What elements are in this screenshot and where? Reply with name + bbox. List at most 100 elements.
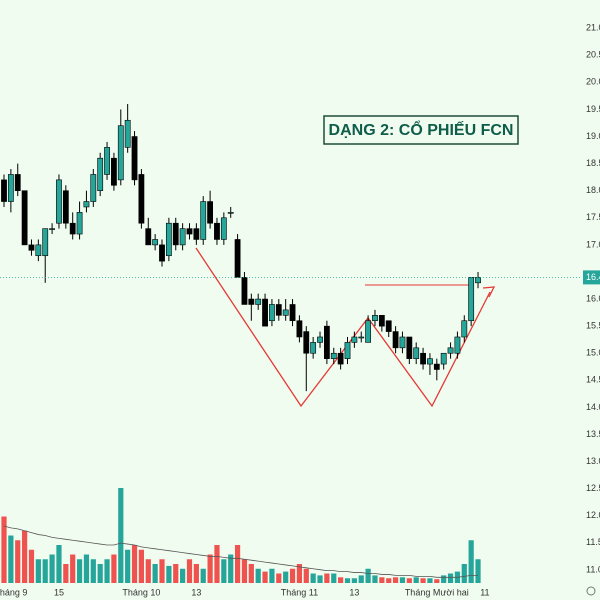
candle-body: [365, 320, 372, 343]
volume-bar: [461, 564, 467, 583]
volume-bar: [180, 568, 186, 583]
volume-bar: [344, 578, 351, 583]
candle-body: [49, 228, 55, 230]
candle-body: [475, 277, 481, 284]
volume-bar: [276, 573, 282, 583]
candle-body: [1, 179, 7, 202]
candle-body: [152, 239, 159, 246]
candle-body: [28, 244, 35, 251]
candle-body: [399, 336, 406, 349]
volume-bar: [420, 578, 426, 583]
volume-bar: [317, 575, 323, 583]
volume-bar: [186, 559, 193, 583]
candle-body: [282, 309, 289, 316]
candle-body: [7, 174, 14, 202]
volume-bar: [365, 568, 371, 583]
candle-body: [392, 331, 399, 349]
volume-bar: [111, 554, 117, 583]
volume-bar: [338, 577, 344, 583]
y-tick-label: 14.0: [586, 402, 600, 412]
candle-body: [90, 174, 97, 202]
volume-bar: [97, 564, 103, 583]
volume-bar: [228, 554, 234, 583]
volume-bar: [283, 571, 289, 583]
x-tick-label: 13: [191, 587, 201, 597]
candle-body: [427, 358, 433, 365]
x-tick-label: Tháng 10: [122, 587, 160, 597]
candle-body: [330, 352, 337, 359]
y-tick-label: 20.0: [586, 77, 600, 87]
x-tick-label: Tháng 9: [0, 587, 27, 597]
volume-bar: [173, 564, 179, 583]
volume-bar: [90, 559, 96, 583]
volume-bar: [214, 545, 220, 583]
volume-bar: [262, 571, 268, 583]
volume-bar: [331, 573, 337, 583]
candle-body: [117, 125, 124, 181]
candle-body: [406, 336, 413, 359]
candle-body: [255, 298, 262, 305]
volume-bar: [56, 545, 62, 583]
candle-body: [262, 298, 268, 327]
candle-body: [97, 157, 104, 192]
x-tick-label: 15: [54, 587, 64, 597]
candle-body: [310, 342, 317, 354]
volume-bar: [392, 577, 399, 583]
volume-bar: [379, 577, 385, 583]
y-tick-label: 17.5: [586, 212, 600, 222]
volume-bar: [289, 568, 296, 583]
volume-bar: [1, 516, 7, 583]
candle-body: [227, 212, 234, 214]
y-tick-label: 17.0: [586, 239, 600, 249]
candle-body: [42, 228, 49, 257]
volume-bar: [131, 545, 138, 583]
volume-bar: [372, 575, 378, 583]
candle-body: [447, 347, 454, 354]
candle-body: [351, 336, 358, 343]
x-tick-label: 13: [349, 587, 359, 597]
candle-body: [248, 298, 255, 305]
candle-body: [413, 347, 420, 359]
candle-body: [317, 336, 323, 343]
candle-body: [124, 119, 131, 148]
y-tick-label: 14.5: [586, 375, 600, 385]
y-tick-label: 12.5: [586, 483, 600, 493]
candle-body: [83, 201, 90, 208]
y-tick-label: 21.0: [586, 23, 600, 33]
arrow-head: [482, 286, 496, 298]
candle-body: [440, 352, 447, 365]
volume-bar: [104, 559, 110, 583]
y-tick-label: 18.0: [586, 185, 600, 195]
y-tick-label: 15.0: [586, 348, 600, 358]
current-price-box: [583, 270, 600, 285]
x-tick-label: 11: [480, 587, 489, 597]
candle-body: [420, 352, 426, 365]
volume-bar: [125, 549, 131, 583]
candle-body: [207, 201, 213, 224]
volume-bar: [8, 535, 14, 583]
volume-bar: [159, 559, 165, 583]
volume-bar: [138, 549, 144, 583]
volume-bar: [434, 579, 440, 583]
volume-bar: [193, 564, 199, 583]
candle-body: [200, 201, 207, 240]
volume-bar: [70, 554, 76, 583]
volume-bar: [166, 565, 172, 583]
settings-icon[interactable]: [586, 586, 596, 596]
y-tick-label: 13.0: [586, 456, 600, 466]
volume-bar: [28, 549, 35, 583]
volume-bar: [35, 559, 41, 583]
volume-bar: [406, 578, 412, 583]
candle-body: [214, 222, 220, 240]
y-tick-label: 19.5: [586, 104, 600, 114]
candle-body: [179, 228, 186, 246]
volume-bar: [234, 545, 241, 583]
volume-bar: [49, 554, 55, 583]
volume-bar: [386, 578, 392, 583]
y-tick-label: 16.0: [586, 293, 600, 303]
candle-body: [433, 363, 440, 370]
candle-body: [358, 336, 365, 339]
candle-body: [385, 320, 392, 332]
